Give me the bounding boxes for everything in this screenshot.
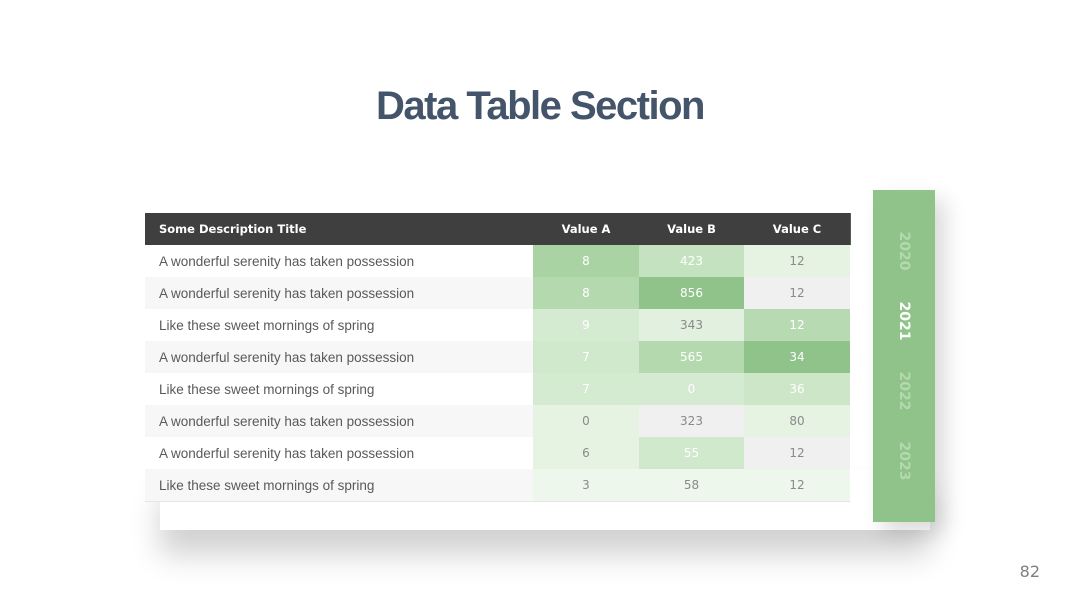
row-description: Like these sweet mornings of spring <box>145 469 548 502</box>
value-cell: 12 <box>744 245 851 278</box>
year-tab[interactable]: 2021 <box>896 301 912 341</box>
value-cell: 565 <box>639 341 745 374</box>
value-cell: 6 <box>533 437 640 470</box>
value-cell: 3 <box>533 469 640 502</box>
value-cell: 8 <box>533 277 640 310</box>
column-header: Value C <box>744 213 851 246</box>
value-cell: 55 <box>639 437 745 470</box>
year-tabs: 2020 2021 2022 2023 <box>873 190 935 522</box>
row-description: Like these sweet mornings of spring <box>145 373 548 406</box>
value-cell: 423 <box>639 245 745 278</box>
value-cell: 7 <box>533 341 640 374</box>
value-cell: 9 <box>533 309 640 342</box>
row-description: A wonderful serenity has taken possessio… <box>145 277 548 310</box>
slide-title: Data Table Section <box>376 84 705 128</box>
data-table: Some Description Title Value A Value B Valu… <box>145 213 851 502</box>
value-cell: 12 <box>744 309 851 342</box>
row-description: A wonderful serenity has taken possessio… <box>145 341 548 374</box>
value-cell: 323 <box>639 405 745 438</box>
value-cell: 12 <box>744 469 851 502</box>
value-cell: 12 <box>744 277 851 310</box>
column-header: Value B <box>639 213 745 246</box>
value-cell: 856 <box>639 277 745 310</box>
year-tab[interactable]: 2023 <box>896 441 912 481</box>
row-description: A wonderful serenity has taken possessio… <box>145 245 548 278</box>
row-description: A wonderful serenity has taken possessio… <box>145 437 548 470</box>
value-cell: 0 <box>533 405 640 438</box>
value-cell: 343 <box>639 309 745 342</box>
value-cell: 12 <box>744 437 851 470</box>
column-header: Value A <box>533 213 640 246</box>
value-cell: 0 <box>639 373 745 406</box>
value-cell: 34 <box>744 341 851 374</box>
row-description: A wonderful serenity has taken possessio… <box>145 405 548 438</box>
value-cell: 58 <box>639 469 745 502</box>
value-cell: 80 <box>744 405 851 438</box>
value-cell: 8 <box>533 245 640 278</box>
year-tab[interactable]: 2022 <box>896 371 912 411</box>
column-header: Some Description Title <box>145 213 548 246</box>
page-number: 82 <box>1019 562 1040 581</box>
value-cell: 7 <box>533 373 640 406</box>
value-cell: 36 <box>744 373 851 406</box>
row-description: Like these sweet mornings of spring <box>145 309 548 342</box>
year-tab[interactable]: 2020 <box>896 231 912 271</box>
